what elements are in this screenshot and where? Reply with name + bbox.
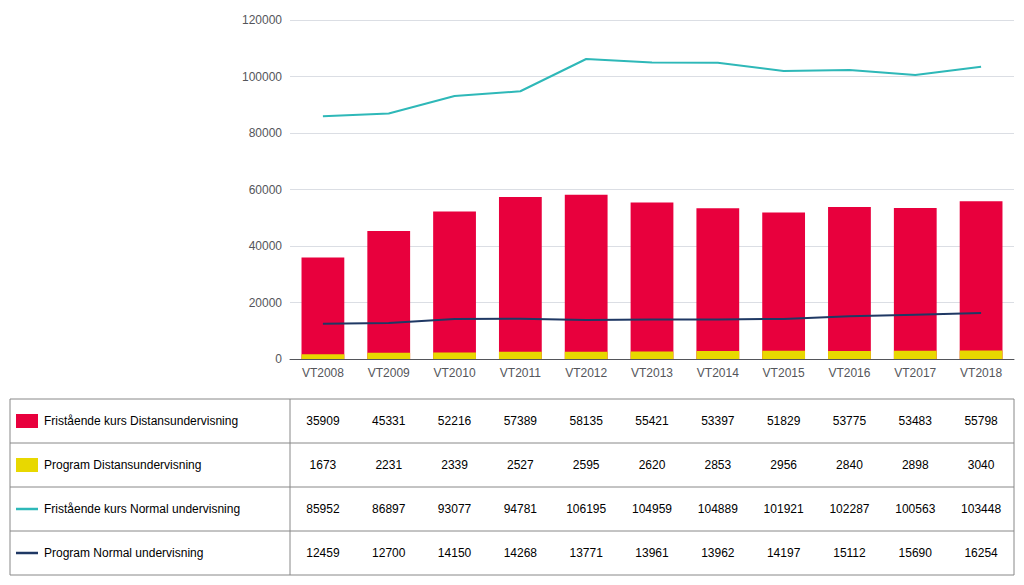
svg-text:2527: 2527 xyxy=(507,458,534,472)
svg-text:Fristående kurs Normal undervi: Fristående kurs Normal undervisning xyxy=(44,502,240,516)
svg-text:57389: 57389 xyxy=(504,414,538,428)
svg-text:2956: 2956 xyxy=(770,458,797,472)
svg-text:2595: 2595 xyxy=(573,458,600,472)
svg-text:101921: 101921 xyxy=(764,502,804,516)
svg-text:45331: 45331 xyxy=(372,414,406,428)
svg-text:2898: 2898 xyxy=(902,458,929,472)
svg-text:VT2009: VT2009 xyxy=(368,366,410,380)
svg-text:52216: 52216 xyxy=(438,414,472,428)
svg-text:85952: 85952 xyxy=(306,502,340,516)
svg-text:Program Distansundervisning: Program Distansundervisning xyxy=(44,458,201,472)
svg-text:16254: 16254 xyxy=(964,546,998,560)
svg-text:2620: 2620 xyxy=(639,458,666,472)
svg-text:35909: 35909 xyxy=(306,414,340,428)
svg-text:15112: 15112 xyxy=(833,546,866,560)
svg-text:40000: 40000 xyxy=(249,239,283,253)
svg-text:104959: 104959 xyxy=(632,502,672,516)
svg-text:102287: 102287 xyxy=(829,502,869,516)
svg-text:VT2008: VT2008 xyxy=(302,366,344,380)
svg-text:14197: 14197 xyxy=(767,546,801,560)
svg-text:VT2015: VT2015 xyxy=(763,366,805,380)
svg-text:60000: 60000 xyxy=(249,183,283,197)
svg-text:2339: 2339 xyxy=(441,458,468,472)
svg-text:VT2016: VT2016 xyxy=(828,366,870,380)
svg-text:2840: 2840 xyxy=(836,458,863,472)
svg-text:94781: 94781 xyxy=(504,502,538,516)
svg-text:100000: 100000 xyxy=(242,70,282,84)
svg-text:VT2014: VT2014 xyxy=(697,366,739,380)
svg-text:12459: 12459 xyxy=(306,546,340,560)
svg-text:104889: 104889 xyxy=(698,502,738,516)
svg-text:55421: 55421 xyxy=(635,414,669,428)
svg-text:15690: 15690 xyxy=(899,546,933,560)
svg-text:12700: 12700 xyxy=(372,546,406,560)
svg-text:106195: 106195 xyxy=(566,502,606,516)
svg-text:55798: 55798 xyxy=(964,414,998,428)
svg-text:53397: 53397 xyxy=(701,414,735,428)
svg-text:100563: 100563 xyxy=(895,502,935,516)
svg-text:58135: 58135 xyxy=(569,414,603,428)
svg-text:2853: 2853 xyxy=(704,458,731,472)
svg-text:86897: 86897 xyxy=(372,502,406,516)
svg-text:1673: 1673 xyxy=(310,458,337,472)
svg-text:13771: 13771 xyxy=(569,546,603,560)
svg-text:53483: 53483 xyxy=(899,414,933,428)
svg-text:93077: 93077 xyxy=(438,502,472,516)
svg-text:80000: 80000 xyxy=(249,126,283,140)
svg-text:20000: 20000 xyxy=(249,296,283,310)
svg-text:53775: 53775 xyxy=(833,414,867,428)
svg-text:0: 0 xyxy=(275,352,282,366)
svg-text:VT2012: VT2012 xyxy=(565,366,607,380)
svg-text:13961: 13961 xyxy=(635,546,669,560)
svg-text:3040: 3040 xyxy=(968,458,995,472)
svg-text:VT2018: VT2018 xyxy=(960,366,1002,380)
svg-text:51829: 51829 xyxy=(767,414,801,428)
svg-text:120000: 120000 xyxy=(242,13,282,27)
svg-text:VT2017: VT2017 xyxy=(894,366,936,380)
svg-text:14150: 14150 xyxy=(438,546,472,560)
svg-text:14268: 14268 xyxy=(504,546,538,560)
svg-text:VT2010: VT2010 xyxy=(434,366,476,380)
svg-text:Fristående kurs Distansundervi: Fristående kurs Distansundervisning xyxy=(44,414,238,428)
svg-text:VT2011: VT2011 xyxy=(500,366,541,380)
svg-text:13962: 13962 xyxy=(701,546,735,560)
svg-text:VT2013: VT2013 xyxy=(631,366,673,380)
svg-text:2231: 2231 xyxy=(375,458,402,472)
svg-text:103448: 103448 xyxy=(961,502,1001,516)
svg-text:Program Normal undervisning: Program Normal undervisning xyxy=(44,546,203,560)
